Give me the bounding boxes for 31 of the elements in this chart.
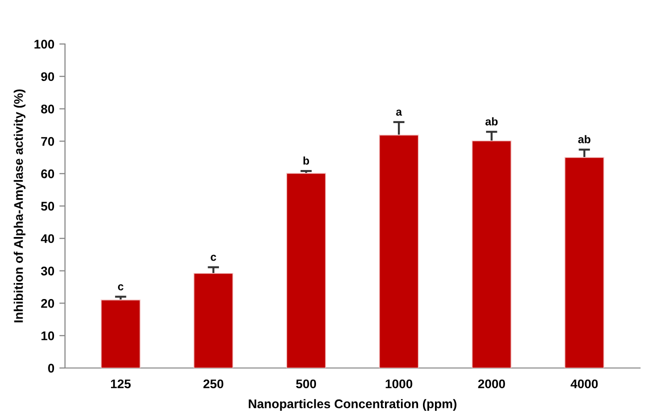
y-tick-label: 10 [41,331,54,340]
x-tick-label: 4000 [570,379,598,388]
annotation: b [303,156,310,165]
y-tick-label: 30 [40,266,54,276]
y-tick-label: 0 [48,364,54,373]
y-tick-label: 60 [41,169,54,178]
y-tick-label: 40 [40,234,54,244]
bar [378,134,419,368]
y-tick-label: 20 [41,299,54,308]
y-tick-label: 50 [41,202,54,211]
annotation: a [396,110,402,116]
y-tick-label: 80 [41,104,54,114]
x-tick-label: 2000 [478,379,506,388]
bar [564,156,604,368]
annotation: ab [578,135,590,144]
annotation: c [210,254,216,261]
y-tick-label: 100 [34,40,54,49]
x-tick-label: 250 [203,379,224,388]
y-tick-label: 70 [41,137,54,146]
y-axis-title: Inhibition of Alpha-Amylase activity (%) [14,89,26,322]
bar [100,300,141,368]
bar [286,172,326,368]
x-tick-label: 1000 [386,379,412,388]
bar [472,140,512,368]
x-axis-title: Nanoparticles Concentration (ppm) [248,399,456,411]
y-tick-label: 90 [41,72,54,82]
annotation: ab [485,117,498,126]
annotation: c [118,284,124,290]
x-tick-label: 500 [296,379,316,388]
x-tick-label: 125 [111,379,131,388]
bar [193,272,234,368]
